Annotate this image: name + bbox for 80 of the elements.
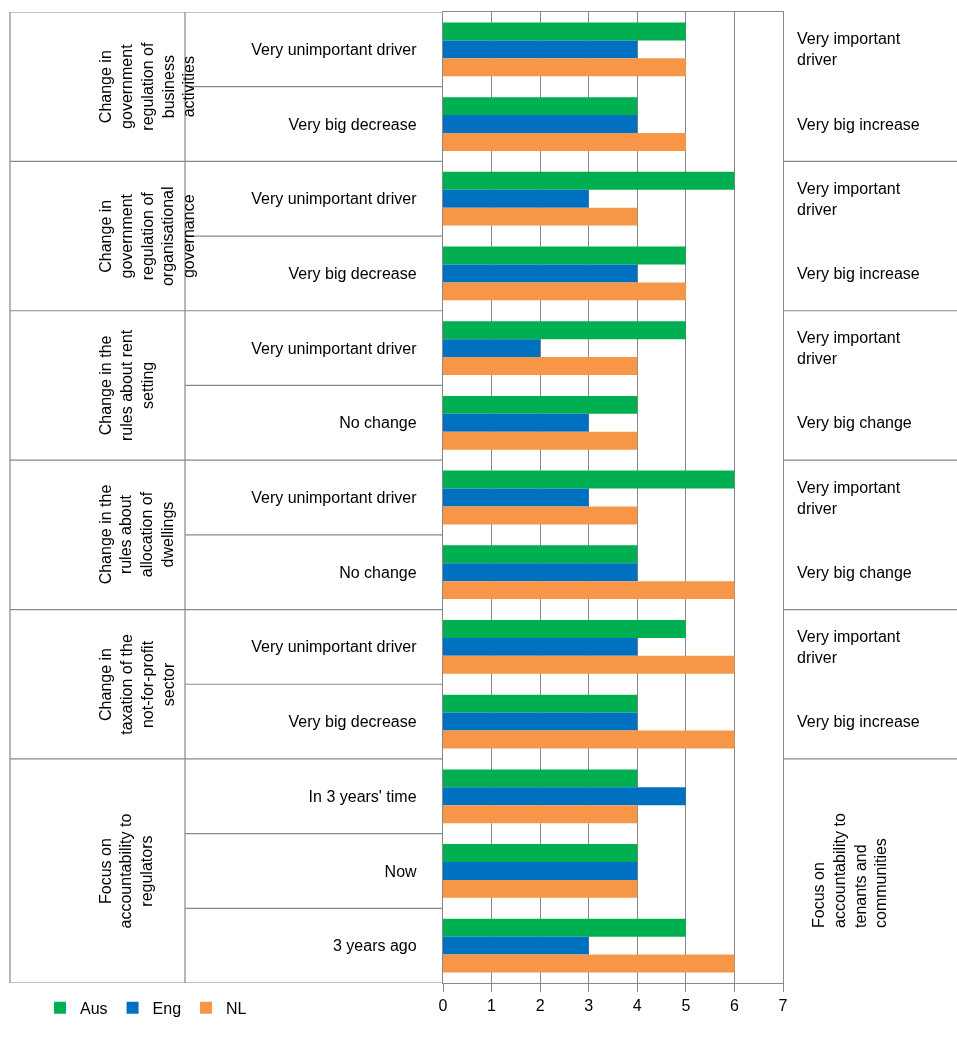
text: Focus on accountability to regulators (96, 813, 156, 929)
text: Very big increase (797, 265, 920, 282)
bar (443, 395, 638, 414)
bar (443, 171, 735, 190)
x-tick-label: 2 (535, 997, 545, 1015)
x-tick-label: 1 (487, 997, 497, 1015)
x-tick-label: 3 (584, 997, 594, 1015)
text: Very important driver (797, 30, 901, 68)
legend-label: Aus (80, 999, 108, 1017)
text: Very important driver (797, 479, 901, 517)
bar (443, 488, 589, 507)
bar (443, 189, 589, 208)
text: Focus on accountability to tenants and communities (810, 813, 890, 928)
y-tick-label: Very unimportant driver (251, 489, 418, 507)
bar (443, 936, 589, 955)
x-tick-label: 7 (778, 997, 788, 1015)
text: Very big increase (797, 713, 920, 730)
text: Very big change (797, 414, 912, 431)
y-tick-label: Now (384, 862, 418, 880)
bar (443, 581, 735, 600)
y-tick-label: Very unimportant driver (251, 40, 418, 58)
bar (443, 954, 735, 973)
bar (443, 22, 686, 41)
bar (443, 712, 638, 731)
bar (443, 282, 686, 301)
text: Change in the rules about rent setting (97, 329, 156, 441)
bar (443, 879, 638, 898)
bar (443, 413, 589, 432)
bar (443, 470, 735, 489)
y-tick-label: No change (339, 414, 417, 432)
text: Very important driver (797, 628, 901, 666)
y-tick-label: Very unimportant driver (251, 638, 418, 656)
text: Very important driver (797, 180, 901, 218)
y-tick-label: 3 years ago (332, 937, 417, 955)
x-tick-label: 0 (438, 997, 448, 1015)
bar (443, 637, 638, 656)
bar (443, 115, 638, 133)
text: Very big change (797, 564, 912, 581)
x-tick-label: 5 (681, 997, 691, 1015)
bar (443, 357, 638, 375)
x-tick-label: 4 (632, 997, 642, 1015)
bar (443, 862, 638, 880)
text: Very big increase (797, 116, 920, 133)
bar (443, 844, 638, 862)
y-tick-label: Very unimportant driver (251, 190, 418, 208)
bar (443, 805, 638, 824)
bar (443, 97, 638, 116)
bar (443, 264, 638, 283)
bar (443, 207, 638, 226)
bar (443, 321, 686, 340)
y-tick-label: Very big decrease (288, 713, 417, 731)
y-tick-label: No change (339, 563, 417, 581)
legend-label: NL (226, 999, 247, 1017)
bar (443, 918, 686, 937)
bar (443, 246, 686, 265)
legend-label: Eng (152, 999, 182, 1017)
bar (443, 506, 638, 525)
bar (443, 339, 541, 358)
y-tick-label: Very big decrease (288, 115, 417, 133)
text: Change in the rules about allocation of dwellings (96, 484, 177, 585)
text: Change in government regulation of organisational governance (96, 186, 198, 287)
y-tick-label: Very big decrease (288, 265, 417, 283)
bar (443, 620, 686, 638)
bar (443, 133, 686, 151)
bar (443, 563, 638, 582)
bar (443, 694, 638, 713)
y-tick-label: Very unimportant driver (251, 339, 418, 357)
text: Change in government regulation of business activities (97, 42, 198, 131)
bar (443, 40, 638, 59)
bar (443, 58, 686, 77)
bar (443, 787, 686, 806)
bar (443, 655, 735, 674)
bar (443, 545, 638, 564)
x-tick-label: 6 (729, 997, 739, 1015)
text: Very important driver (797, 329, 901, 367)
bar (443, 730, 735, 749)
bar (443, 769, 638, 788)
y-tick-label: In 3 years' time (308, 787, 417, 805)
bar (443, 431, 638, 450)
text: Change in taxation of the not-for-profit sector (97, 634, 177, 735)
